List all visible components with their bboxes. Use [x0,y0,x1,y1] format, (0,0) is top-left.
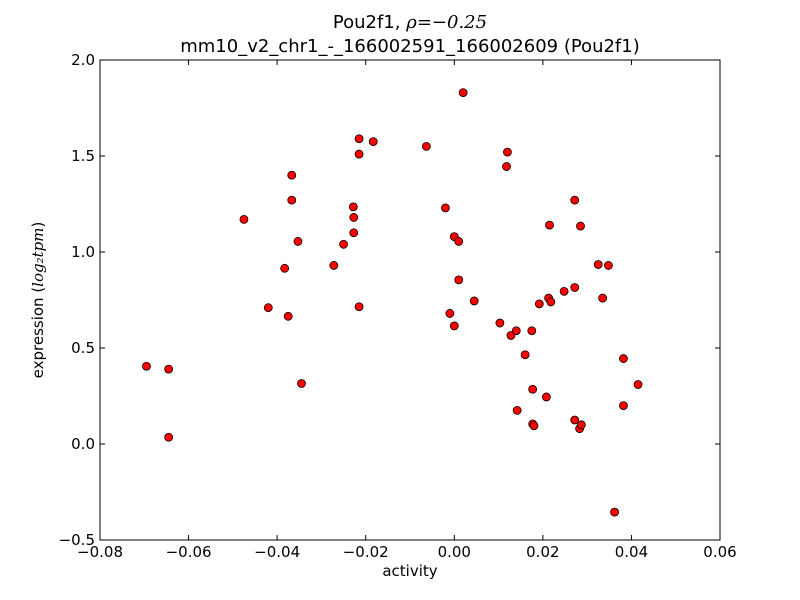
data-point [348,202,358,212]
data-point [576,420,586,430]
data-point [354,134,364,144]
data-point [164,432,174,442]
data-point [598,293,608,303]
data-point [469,296,479,306]
data-point [570,195,580,205]
x-tick-label: 0.04 [615,543,648,561]
data-point [293,237,303,246]
data-point [633,380,643,389]
y-tick-label: 1.0 [71,243,95,261]
x-axis-label: activity [382,562,437,580]
data-point [512,405,522,415]
data-point [534,299,544,309]
plot-frame [99,59,721,541]
data-point [329,261,339,270]
data-point [287,170,297,180]
data-point [164,364,174,374]
y-axis-label-close: ) [29,222,47,228]
data-point [339,239,348,249]
data-point [441,203,450,213]
data-point [354,302,364,312]
data-point [546,297,556,307]
data-point [495,318,505,328]
data-point [239,214,249,224]
data-point [454,237,464,246]
data-point [287,195,297,205]
x-tick-label: 0.00 [438,543,471,561]
x-tick-label: −0.06 [166,543,212,561]
data-point [559,286,569,296]
data-point [528,384,538,394]
chart-title-math: ρ=−0.25 [405,12,487,33]
y-tick-label: −0.5 [59,531,95,549]
data-point [263,303,273,313]
x-tick-label: 0.06 [703,543,736,561]
y-axis-label: expression (log₂tpm) [29,222,47,379]
data-point [604,261,613,270]
data-point [503,147,512,157]
x-tick-label: 0.02 [526,543,559,561]
x-tick-label: −0.02 [343,543,389,561]
data-point [368,137,378,147]
data-point [619,354,628,363]
data-point [527,326,537,336]
data-point [619,401,628,411]
data-point [421,141,431,151]
chart-subtitle: mm10_v2_chr1_-_166002591_166002609 (Pou2… [180,36,640,57]
y-axis-ticks: −0.5 0.0 0.5 1.0 1.5 2.0 [59,51,720,549]
data-point [445,309,455,318]
data-point [280,263,290,273]
y-tick-label: 0.0 [71,435,95,453]
data-point [576,221,585,231]
x-tick-label: −0.08 [77,543,123,561]
data-point [529,421,539,431]
data-point [570,415,580,425]
data-point [520,350,530,360]
data-point [545,220,554,230]
plot-area: −0.08 −0.06 −0.04 −0.02 0.00 0.02 0.04 0.06 −0.… [59,51,737,561]
data-point [610,507,619,517]
data-points [142,88,643,517]
x-tick-label: −0.04 [254,543,300,561]
x-axis-ticks: −0.08 −0.06 −0.04 −0.02 0.00 0.02 0.04 0.06 [77,60,737,561]
y-tick-label: 0.5 [71,339,95,357]
data-point [283,311,293,321]
chart-title-text: Pou2f1, [333,12,406,33]
data-point [449,321,459,331]
data-point [349,228,359,238]
data-point [454,275,464,285]
data-point [502,162,511,171]
y-axis-label-math: log₂tpm [29,228,47,287]
y-axis-label-text: expression ( [29,287,47,379]
y-tick-label: 2.0 [71,51,95,69]
data-point [593,260,603,269]
data-point [458,88,468,98]
data-point [354,149,364,159]
data-point [511,326,521,336]
data-point [542,392,551,402]
data-point [297,379,306,388]
data-point [349,213,359,222]
chart-title: Pou2f1, ρ=−0.25 [333,12,487,33]
y-tick-label: 1.5 [71,147,95,165]
data-point [142,361,151,371]
data-point [570,283,580,292]
